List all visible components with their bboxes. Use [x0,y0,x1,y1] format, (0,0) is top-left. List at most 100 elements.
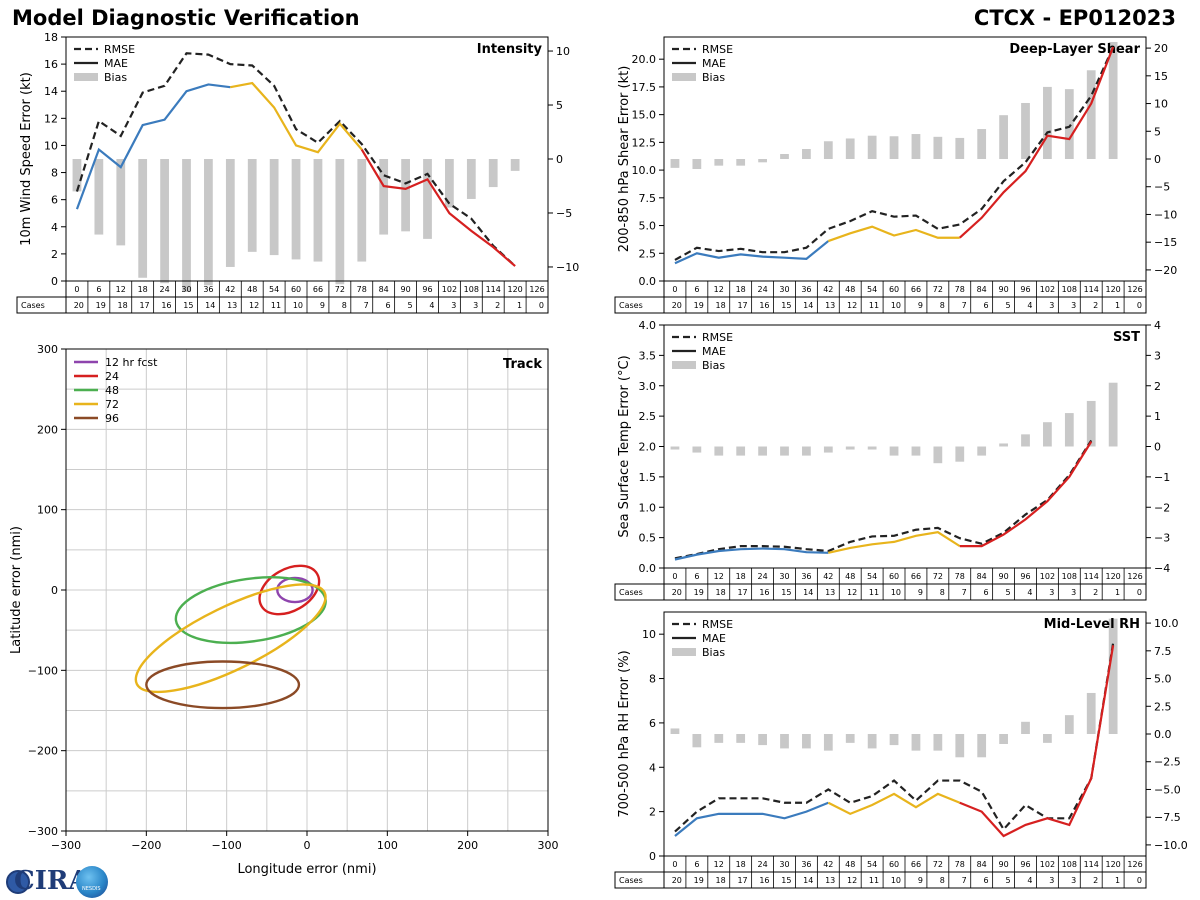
intensity-hour-label: 126 [529,285,544,294]
intensity-case-count: 11 [271,301,281,310]
intensity-bias-bar [138,159,148,278]
sst-case-count: 4 [1027,588,1032,597]
intensity-y2tick-label: −5 [556,207,572,220]
sst-bias-bar [933,446,943,464]
shear-hour-label: 60 [889,285,899,294]
sst-bias-bar [867,446,877,450]
rh-bias-bar [999,734,1008,744]
logo-sub: NESDIS [82,886,101,892]
rh-mae-line-late [959,645,1115,838]
rh-mae-line-mid [827,792,961,816]
intensity-hour-label: 6 [96,285,101,294]
sst-bias-bar [999,443,1008,447]
shear-ytick-label: 2.5 [639,247,657,260]
intensity-case-count: 18 [118,301,128,310]
shear-hour-label: 0 [672,285,677,294]
shear-case-count: 13 [825,301,835,310]
rh-ytick-label: 4 [649,761,656,774]
intensity-bias-bar [313,159,323,262]
rh-hour-label: 0 [672,860,677,869]
track-legend-label: 12 hr fcst [105,356,158,369]
intensity-bias-bar [423,159,432,239]
rh-hour-label: 30 [779,860,789,869]
nesdis-globe-icon [76,866,108,898]
sst-ytick-label: 3.5 [639,349,657,362]
sst-hour-label: 60 [889,572,899,581]
shear-mae-line-early [674,240,830,265]
intensity-ytick-label: 14 [44,85,58,98]
rh-hour-label: 60 [889,860,899,869]
sst-case-count: 8 [940,588,945,597]
sst-mae-line-early [674,547,829,561]
shear-bias-bar [1108,41,1118,160]
rh-ytick-label: 0 [649,850,656,863]
shear-legend-bias-swatch [672,73,696,81]
intensity-legend-bias-swatch [74,73,98,81]
rh-hour-label: 108 [1062,860,1077,869]
shear-y2tick-label: −5 [1154,181,1170,194]
shear-y2tick-label: 0 [1154,153,1161,166]
shear-hour-label: 12 [714,285,724,294]
sst-bias-bar [845,446,855,450]
intensity-hour-label: 36 [203,285,213,294]
intensity-legend-mae: MAE [104,57,128,70]
rh-hour-label: 102 [1040,860,1055,869]
shear-rmse-line [674,46,1115,261]
cira-globe-icon [6,870,30,894]
shear-bias-bar [780,154,789,159]
track-xtick-label: 300 [538,839,559,852]
sst-title: SST [1113,330,1140,345]
rh-bias-bar [823,734,833,751]
sst-y2tick-label: 0 [1154,441,1161,454]
sst-ytick-label: 3.0 [639,380,657,393]
sst-bias-bar [889,446,899,456]
rh-case-count: 16 [759,876,769,885]
sst-case-count: 11 [869,588,879,597]
track-xtick-label: −200 [131,839,161,852]
intensity-bias-bar [488,159,498,188]
sst-hour-label: 72 [933,572,943,581]
sst-case-count: 3 [1049,588,1054,597]
rh-case-count: 4 [1027,876,1032,885]
shear-hour-label: 48 [845,285,855,294]
sst-cases-label: Cases [619,588,643,597]
intensity-bias-bar [510,159,520,171]
track-legend-label: 48 [105,384,119,397]
intensity-ytick-label: 8 [51,167,58,180]
sst-bias-bar [823,446,833,453]
shear-hour-label: 54 [867,285,877,294]
intensity-bias-bar [379,159,389,235]
shear-mae-line-mid [827,225,960,243]
rh-case-count: 0 [1137,876,1142,885]
sst-bias-bar [802,446,811,456]
shear-bias-bar [823,141,833,159]
sst-rmse-line [674,439,1093,560]
intensity-hour-label: 24 [159,285,169,294]
sst-hour-label: 48 [845,572,855,581]
rh-case-count: 11 [869,876,879,885]
sst-case-count: 19 [694,588,704,597]
intensity-hour-label: 42 [225,285,235,294]
rh-y2tick-label: −7.5 [1154,811,1181,824]
shear-panel: 0.0 2.5 5.0 7.5 10.0 12.5 15.0 17.5 20.0 −20 −15 −1… [614,36,1177,314]
intensity-hour-label: 78 [357,285,367,294]
sst-hour-label: 54 [867,572,877,581]
shear-case-count: 3 [1071,301,1076,310]
rh-y2tick-label: −2.5 [1154,756,1181,769]
rh-y2tick-label: 10.0 [1154,617,1179,630]
shear-hour-label: 108 [1062,285,1077,294]
shear-ytick-label: 10.0 [632,164,657,177]
sst-hour-label: 36 [801,572,811,581]
shear-hour-label: 66 [911,285,921,294]
sst-y2tick-label: 2 [1154,380,1161,393]
rh-bias-bar [911,734,921,751]
rh-case-count: 10 [891,876,901,885]
shear-bias-bar [867,135,877,159]
sst-cases-table: Cases02061912181817241630153614421348125… [614,567,1147,601]
intensity-ytick-label: 10 [44,139,58,152]
sst-hour-label: 42 [823,572,833,581]
intensity-ylabel: 10m Wind Speed Error (kt) [19,72,34,246]
sst-case-count: 5 [1005,588,1010,597]
intensity-hour-label: 0 [74,285,79,294]
